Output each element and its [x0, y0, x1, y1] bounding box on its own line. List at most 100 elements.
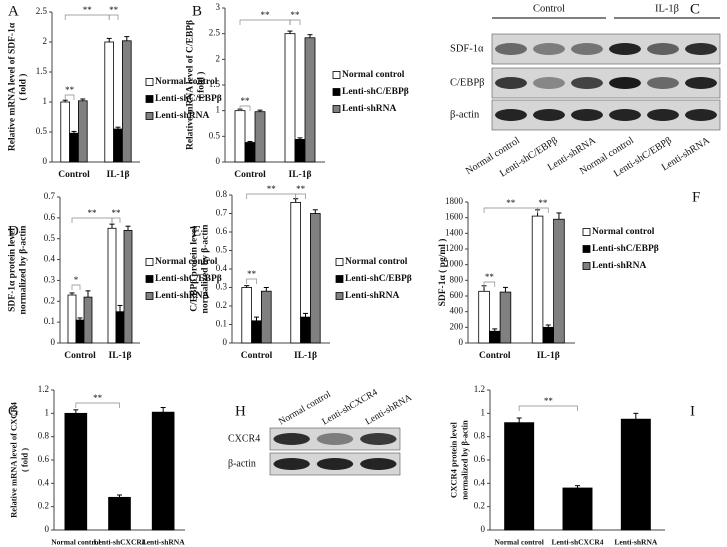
bar — [75, 319, 85, 344]
blot-band — [609, 77, 641, 89]
row-label: CXCR4 — [228, 433, 260, 444]
legend-swatch — [145, 258, 154, 266]
legend-swatch — [335, 275, 344, 283]
significance-bracket — [64, 14, 110, 20]
legend-label: Lenti-shC/EBPβ — [155, 94, 222, 104]
y-tick-label: 1800 — [445, 196, 464, 206]
y-axis-label: ( fold ) — [196, 72, 207, 99]
significance-bracket — [239, 19, 291, 25]
error-bar — [124, 36, 130, 41]
legend-label: Lenti-shRNA — [342, 104, 397, 114]
error-bar — [297, 137, 303, 140]
error-bar — [85, 290, 91, 298]
legend-swatch — [145, 112, 154, 120]
y-axis-label: normalized by β-actin — [19, 225, 29, 315]
legend-label: Lenti-shRNA — [155, 291, 210, 301]
significance-bracket — [64, 94, 75, 100]
significance-label: ** — [538, 198, 548, 208]
y-tick-label: 1400 — [445, 227, 464, 237]
error-bar — [502, 286, 508, 293]
panel-letter: D — [8, 223, 19, 239]
blot-band — [316, 433, 354, 445]
legend-label: Normal control — [345, 257, 408, 267]
error-bar — [516, 417, 522, 423]
y-axis-label: ( fold ) — [18, 74, 29, 101]
error-bar — [160, 407, 166, 413]
bar — [300, 316, 311, 344]
significance-label: ** — [65, 85, 75, 95]
bar — [290, 201, 301, 344]
legend-swatch — [335, 292, 344, 300]
error-bar — [633, 412, 639, 420]
error-bar — [303, 312, 308, 318]
y-tick-label: 0.7 — [216, 208, 228, 218]
bar — [107, 227, 117, 344]
significance-label: ** — [247, 269, 257, 279]
y-tick-label: 0.3 — [44, 274, 56, 284]
significance-bracket — [246, 278, 257, 284]
error-bar — [254, 316, 259, 321]
legend-label: Normal control — [155, 77, 218, 87]
significance-bracket — [483, 281, 496, 287]
blot-band — [495, 77, 527, 89]
error-bar — [125, 225, 131, 231]
blot-band — [571, 77, 603, 89]
significance-bracket — [537, 207, 549, 213]
y-tick-label: 2.5 — [209, 28, 221, 38]
bar — [553, 218, 565, 344]
significance-label: ** — [506, 198, 516, 208]
blot-strip — [491, 67, 721, 99]
panel-letter: E — [192, 223, 201, 239]
bar — [309, 213, 321, 344]
significance-label: ** — [112, 208, 122, 218]
bar — [115, 311, 125, 344]
blot-band — [533, 77, 565, 89]
y-tick-label: 0.5 — [44, 233, 56, 243]
blot-band — [273, 458, 310, 470]
significance-label: ** — [261, 10, 271, 20]
bar — [113, 128, 123, 163]
y-tick-label: 0.8 — [38, 431, 50, 441]
y-axis-label: ( fold ) — [19, 448, 29, 472]
x-tick-label: Control — [479, 351, 511, 361]
blot-band — [609, 43, 641, 55]
legend-swatch — [332, 105, 341, 113]
y-tick-label: 2 — [216, 53, 221, 63]
error-bar — [545, 324, 551, 328]
bar — [562, 487, 593, 531]
y-tick-label: 0.8 — [474, 431, 486, 441]
x-tick-label: Control — [64, 351, 96, 361]
legend-swatch — [145, 292, 154, 300]
panel-letter: A — [8, 3, 19, 19]
y-tick-label: 2 — [43, 36, 48, 46]
y-tick-label: 0 — [43, 156, 48, 166]
bar — [260, 290, 272, 344]
y-axis-label: C/EBPβ protein level — [190, 226, 200, 312]
error-bar — [293, 198, 299, 203]
panel-letter: B — [192, 3, 202, 19]
error-bar — [77, 317, 83, 321]
y-tick-label: 0.1 — [44, 316, 55, 326]
bar — [69, 132, 79, 163]
significance-label: ** — [485, 272, 495, 282]
legend-swatch — [332, 71, 341, 79]
legend-swatch — [145, 95, 154, 103]
error-bar — [71, 130, 77, 134]
bar — [151, 411, 175, 531]
legend-label: Normal control — [592, 227, 655, 237]
significance-label: ** — [88, 208, 98, 218]
error-bar — [80, 98, 86, 101]
row-label: SDF-1α — [450, 43, 484, 54]
blot-band — [647, 77, 679, 89]
panel-letter: H — [235, 403, 246, 419]
y-tick-label: 0.8 — [216, 189, 228, 199]
bar — [531, 215, 544, 344]
significance-label: ** — [83, 5, 93, 15]
bar — [542, 326, 555, 344]
row-label: β-actin — [450, 109, 480, 120]
y-tick-label: 0.2 — [44, 295, 55, 305]
blot-band — [360, 433, 397, 445]
legend-label: Normal control — [342, 70, 405, 80]
legend-swatch — [145, 275, 154, 283]
